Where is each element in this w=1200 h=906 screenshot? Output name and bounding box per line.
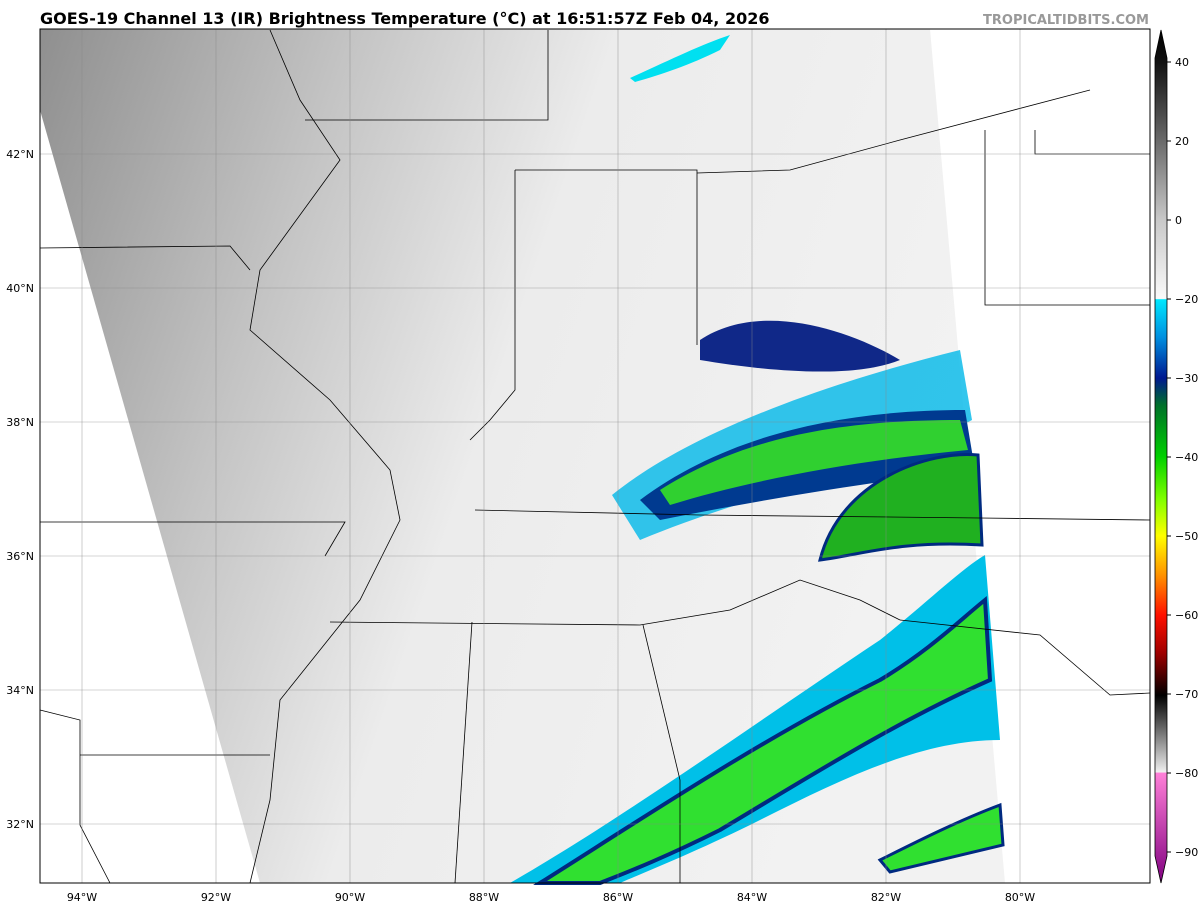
longitude-label: 80°W xyxy=(1005,891,1035,904)
latitude-label: 38°N xyxy=(6,416,34,429)
longitude-label: 92°W xyxy=(201,891,231,904)
colorbar-tick-label: −70 xyxy=(1175,688,1198,701)
longitude-label: 84°W xyxy=(737,891,767,904)
satellite-swath xyxy=(40,29,1005,883)
graticule xyxy=(40,29,1150,883)
borders xyxy=(39,29,1151,884)
colorbar-gradient xyxy=(1154,29,1168,884)
latitude-label: 34°N xyxy=(6,684,34,697)
colorbar-tick-label: −60 xyxy=(1175,609,1198,622)
longitude-label: 82°W xyxy=(871,891,901,904)
latitude-label: 36°N xyxy=(6,550,34,563)
longitude-label: 86°W xyxy=(603,891,633,904)
colorbar-tick-label: 40 xyxy=(1175,56,1189,69)
colorbar-tick-label: −80 xyxy=(1175,767,1198,780)
colorbar-tick-label: −90 xyxy=(1175,846,1198,859)
colorbar-tick-label: −50 xyxy=(1175,530,1198,543)
map-frame xyxy=(39,28,1151,884)
map xyxy=(39,28,1151,885)
latitude-label: 40°N xyxy=(6,282,34,295)
longitude-label: 88°W xyxy=(469,891,499,904)
colorbar-tick-label: 0 xyxy=(1175,214,1182,227)
latitude-label: 32°N xyxy=(6,818,34,831)
longitude-label: 90°W xyxy=(335,891,365,904)
colorbar-tick-label: −30 xyxy=(1175,372,1198,385)
colorbar: 40 20 0 −20 −30 −40 −50 −60 −70 −80 −90 xyxy=(1154,29,1198,884)
longitude-label: 94°W xyxy=(67,891,97,904)
colorbar-tick-label: 20 xyxy=(1175,135,1189,148)
latitude-label: 42°N xyxy=(6,148,34,161)
colorbar-tick-label: −40 xyxy=(1175,451,1198,464)
axis-labels: 42°N 40°N 38°N 36°N 34°N 32°N 94°W 92°W 90°W 88°W… xyxy=(6,148,1035,904)
cloud-tops xyxy=(510,35,1005,885)
watermark: TROPICALTIDBITS.COM xyxy=(983,13,1149,28)
title: GOES-19 Channel 13 (IR) Brightness Tempe… xyxy=(40,9,769,28)
colorbar-tick-label: −20 xyxy=(1175,293,1198,306)
